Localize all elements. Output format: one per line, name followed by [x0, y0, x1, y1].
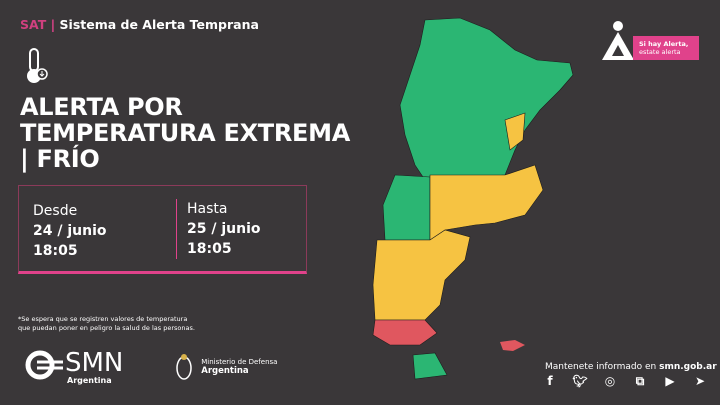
- igtv-icon[interactable]: ⧉: [635, 374, 645, 388]
- footnote-line: que puedan poner en peligro la salud de …: [18, 324, 195, 332]
- smn-logo-icon: [25, 350, 63, 380]
- from-column: Desde 24 / junio 18:05: [33, 201, 107, 261]
- mindef-logo: Ministerio de Defensa Argentina: [175, 352, 277, 382]
- twitter-icon[interactable]: 🐦︎: [572, 374, 588, 388]
- map-region-north-green: [399, 17, 574, 181]
- map-region-south-red: [372, 319, 438, 346]
- map-region-central-yellow: [429, 164, 544, 241]
- map-region-patagonia-yellow: [372, 229, 471, 321]
- youtube-icon[interactable]: ▶: [665, 374, 675, 388]
- alert-badge: Si hay Alerta, estate alerta: [600, 20, 699, 66]
- sat-label: SAT: [20, 17, 47, 32]
- page-title: ALERTA POR TEMPERATURA EXTREMA | FRÍO: [20, 94, 350, 172]
- smn-text: SMN: [65, 348, 124, 378]
- period-box: Desde 24 / junio 18:05 Hasta 25 / junio …: [18, 185, 307, 274]
- instagram-icon[interactable]: ◎: [604, 374, 616, 388]
- system-name: Sistema de Alerta Temprana: [59, 17, 259, 32]
- separator: |: [50, 17, 56, 32]
- mindef-line1: Ministerio de Defensa: [201, 358, 278, 366]
- map-region-tierra-del-fuego: [412, 352, 448, 380]
- thermometer-icon: [27, 48, 48, 83]
- header: SAT | Sistema de Alerta Temprana: [20, 17, 259, 32]
- facebook-icon[interactable]: f: [547, 374, 553, 388]
- footer-text: Mantenete informado en smn.gob.ar: [545, 362, 717, 372]
- from-label: Desde: [33, 203, 78, 219]
- keep-informed: Mantenete informado en: [545, 362, 660, 372]
- smn-sub: Argentina: [67, 376, 112, 385]
- footnote: *Se espera que se registren valores de t…: [18, 315, 195, 333]
- to-label: Hasta: [187, 201, 228, 217]
- badge-line2: estate alerta: [639, 48, 681, 56]
- title-line: | FRÍO: [20, 145, 100, 173]
- to-column: Hasta 25 / junio 18:05: [176, 199, 261, 259]
- smn-logo: SMN Argentina: [25, 348, 123, 385]
- coat-of-arms-icon: [176, 354, 192, 380]
- map-region-litoral-yellow: [504, 112, 526, 151]
- title-line: TEMPERATURA EXTREMA: [20, 119, 350, 147]
- from-time: 18:05: [33, 243, 78, 259]
- title-line: ALERTA POR: [20, 93, 183, 121]
- to-time: 18:05: [187, 241, 232, 257]
- from-date: 24 / junio: [33, 223, 107, 239]
- to-date: 25 / junio: [187, 221, 261, 237]
- mindef-line2: Argentina: [201, 366, 249, 376]
- badge-line1: Si hay Alerta,: [639, 40, 689, 48]
- footnote-line: *Se espera que se registren valores de t…: [18, 315, 188, 323]
- social-links: f 🐦︎ ◎ ⧉ ▶ ➤: [540, 374, 710, 389]
- telegram-icon[interactable]: ➤: [694, 374, 706, 388]
- alert-a-logo-icon: [602, 21, 634, 60]
- map-region-west-green: [382, 174, 431, 241]
- map-region-malvinas: [500, 340, 525, 351]
- argentina-alert-map: [372, 17, 574, 380]
- alert-tag: Si hay Alerta, estate alerta: [633, 36, 699, 60]
- site-link[interactable]: smn.gob.ar: [659, 362, 717, 372]
